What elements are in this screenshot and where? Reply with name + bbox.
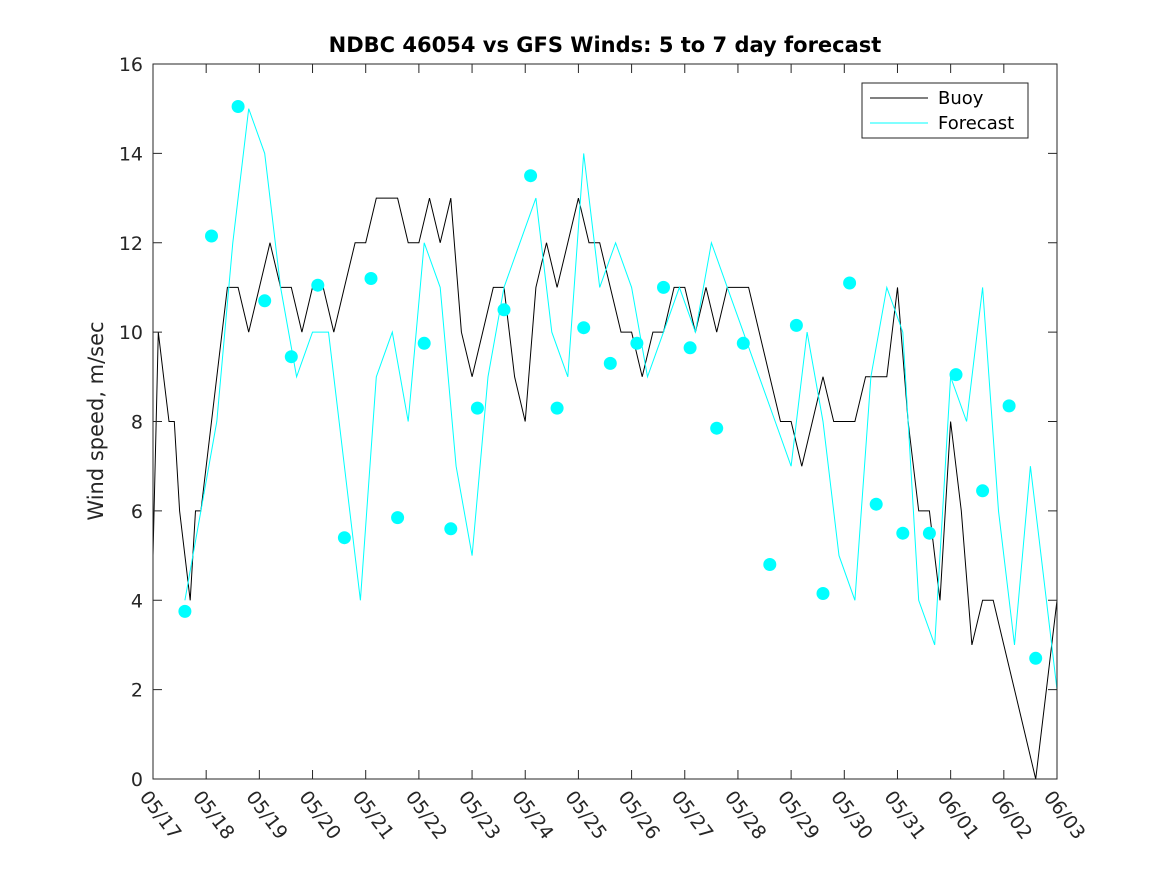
forecast-marker xyxy=(789,318,803,332)
y-tick-label: 6 xyxy=(131,501,143,523)
forecast-marker xyxy=(337,531,351,545)
legend-label-forecast: Forecast xyxy=(938,113,1014,134)
y-tick-label: 14 xyxy=(119,143,143,165)
forecast-marker xyxy=(258,294,272,308)
forecast-marker xyxy=(869,497,883,511)
forecast-marker xyxy=(524,169,538,183)
forecast-marker xyxy=(896,526,910,540)
forecast-marker xyxy=(603,356,617,370)
legend-label-buoy: Buoy xyxy=(938,88,984,109)
y-tick-label: 10 xyxy=(119,322,143,344)
forecast-marker xyxy=(816,587,830,600)
forecast-marker xyxy=(284,350,298,364)
forecast-marker xyxy=(843,276,857,290)
y-tick-label: 0 xyxy=(131,769,143,791)
forecast-marker xyxy=(577,321,591,335)
series-layer xyxy=(152,100,1058,780)
plot-area xyxy=(153,64,1057,779)
legend-box xyxy=(861,82,1029,139)
forecast-marker xyxy=(497,303,511,317)
forecast-marker xyxy=(178,604,192,618)
forecast-marker xyxy=(630,336,644,350)
forecast-marker xyxy=(922,526,936,540)
y-tick-label: 16 xyxy=(119,54,143,76)
y-axis-label: Wind speed, m/sec xyxy=(84,321,108,520)
forecast-marker xyxy=(736,336,750,350)
forecast-marker xyxy=(311,278,325,292)
forecast-marker xyxy=(683,341,697,355)
forecast-marker xyxy=(949,368,963,382)
forecast-marker xyxy=(1029,651,1043,665)
forecast-marker xyxy=(657,280,670,294)
forecast-marker xyxy=(550,401,564,415)
forecast-marker xyxy=(364,272,378,285)
forecast-marker xyxy=(417,336,431,350)
y-tick-label: 12 xyxy=(119,233,143,255)
series-line-forecast xyxy=(184,108,1058,690)
chart-title: NDBC 46054 vs GFS Winds: 5 to 7 day fore… xyxy=(329,33,882,57)
forecast-marker xyxy=(391,511,405,525)
series-line-buoy xyxy=(152,197,1058,780)
forecast-marker xyxy=(470,401,484,415)
forecast-marker xyxy=(1002,399,1016,413)
forecast-marker xyxy=(231,100,245,113)
y-tick-label: 8 xyxy=(131,412,143,434)
forecast-marker xyxy=(444,522,458,536)
forecast-marker xyxy=(710,421,724,435)
y-tick-label: 2 xyxy=(131,680,143,702)
forecast-marker xyxy=(763,558,777,571)
legend: Buoy Forecast xyxy=(861,82,1029,139)
forecast-marker xyxy=(205,229,218,243)
y-tick-label: 4 xyxy=(131,590,143,612)
forecast-marker xyxy=(976,484,990,498)
